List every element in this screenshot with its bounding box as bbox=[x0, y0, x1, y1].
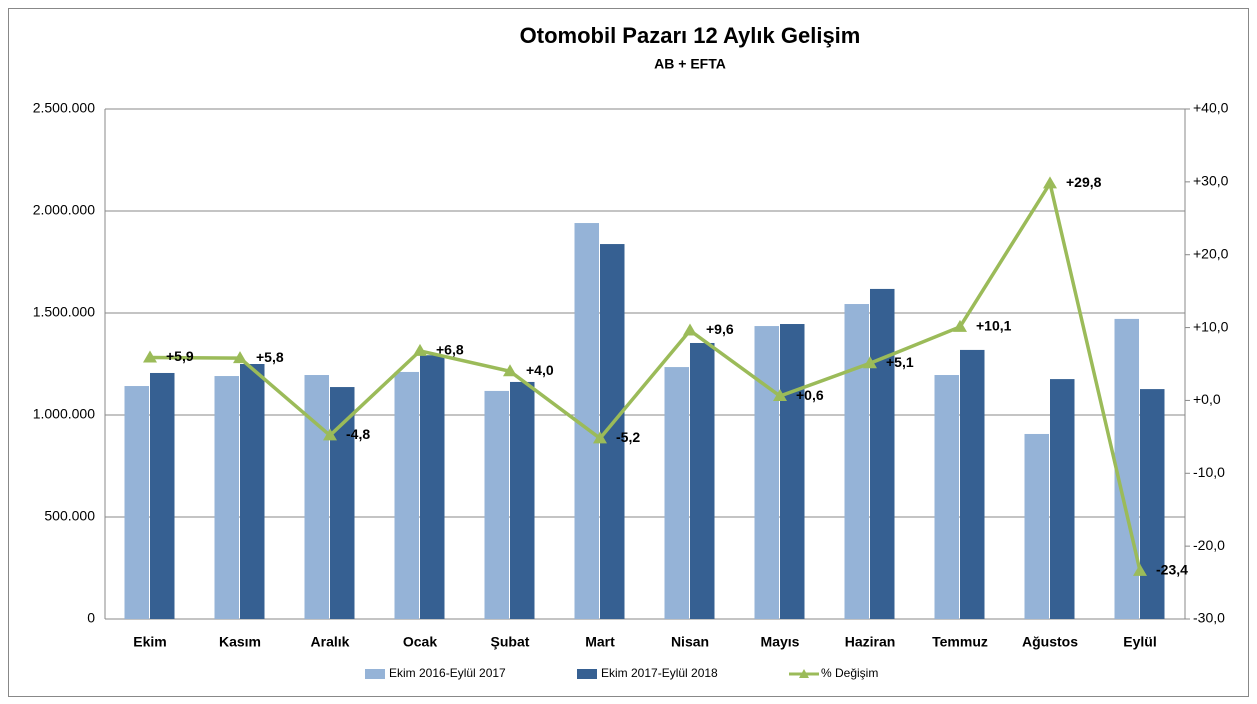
data-label: -23,4 bbox=[1156, 562, 1188, 578]
marker bbox=[143, 350, 157, 363]
data-label: -4,8 bbox=[346, 426, 370, 442]
x-tick-label: Mayıs bbox=[761, 634, 800, 650]
y-tick-label: 0 bbox=[87, 610, 95, 626]
legend-label: % Değişim bbox=[821, 666, 878, 680]
bar bbox=[690, 342, 715, 619]
legend-swatch bbox=[365, 669, 385, 679]
x-tick-label: Haziran bbox=[845, 634, 896, 650]
data-label: +29,8 bbox=[1066, 174, 1102, 190]
legend-swatch bbox=[799, 669, 809, 678]
chart-title: Otomobil Pazarı 12 Aylık Gelişim bbox=[520, 23, 861, 48]
x-tick-label: Aralık bbox=[311, 634, 350, 650]
bar bbox=[510, 381, 535, 619]
data-label: +6,8 bbox=[436, 342, 464, 358]
legend-label: Ekim 2017-Eylül 2018 bbox=[601, 666, 718, 680]
data-label: +5,8 bbox=[256, 349, 284, 365]
x-tick-label: Ekim bbox=[133, 634, 166, 650]
bar bbox=[870, 288, 895, 619]
bar bbox=[780, 324, 805, 619]
marker bbox=[683, 323, 697, 336]
bar bbox=[150, 372, 175, 619]
marker bbox=[323, 428, 337, 441]
data-label: +9,6 bbox=[706, 321, 734, 337]
marker bbox=[233, 351, 247, 364]
bar bbox=[934, 375, 959, 619]
marker bbox=[953, 319, 967, 332]
x-tick-label: Nisan bbox=[671, 634, 709, 650]
bar bbox=[844, 304, 869, 619]
marker bbox=[863, 356, 877, 369]
marker bbox=[503, 364, 517, 377]
bar bbox=[304, 375, 329, 619]
bar bbox=[754, 326, 779, 619]
bar bbox=[124, 386, 149, 619]
legend-label: Ekim 2016-Eylül 2017 bbox=[389, 666, 506, 680]
x-tick-label: Mart bbox=[585, 634, 615, 650]
y2-tick-label: -30,0 bbox=[1193, 610, 1225, 626]
y-tick-label: 1.000.000 bbox=[33, 406, 95, 422]
data-label: +4,0 bbox=[526, 362, 554, 378]
bar bbox=[1024, 433, 1049, 619]
data-label: +10,1 bbox=[976, 318, 1012, 334]
y2-tick-label: +20,0 bbox=[1193, 245, 1229, 261]
bar bbox=[1114, 318, 1139, 619]
bar bbox=[214, 376, 239, 619]
bar bbox=[240, 364, 265, 619]
x-tick-label: Kasım bbox=[219, 634, 261, 650]
marker bbox=[773, 389, 787, 402]
y-tick-label: 2.500.000 bbox=[33, 100, 95, 116]
data-label: -5,2 bbox=[616, 429, 640, 445]
y-tick-label: 1.500.000 bbox=[33, 304, 95, 320]
line bbox=[149, 178, 1142, 572]
y2-tick-label: +40,0 bbox=[1193, 100, 1229, 116]
bar bbox=[394, 371, 419, 619]
marker bbox=[1133, 563, 1147, 576]
bar bbox=[664, 367, 689, 619]
chart-subtitle: AB + EFTA bbox=[654, 56, 726, 72]
x-tick-label: Şubat bbox=[491, 634, 530, 650]
y2-tick-label: -10,0 bbox=[1193, 464, 1225, 480]
bar bbox=[484, 390, 509, 619]
x-tick-label: Temmuz bbox=[932, 634, 988, 650]
data-label: +0,6 bbox=[796, 387, 824, 403]
y2-tick-label: +0,0 bbox=[1193, 391, 1221, 407]
bar bbox=[1050, 379, 1075, 619]
data-label: +5,9 bbox=[166, 348, 194, 364]
x-tick-label: Ağustos bbox=[1022, 634, 1078, 650]
marker bbox=[413, 343, 427, 356]
marker bbox=[593, 431, 607, 444]
y2-tick-label: +30,0 bbox=[1193, 173, 1229, 189]
marker bbox=[1043, 176, 1057, 189]
x-tick-label: Eylül bbox=[1123, 634, 1156, 650]
x-tick-label: Ocak bbox=[403, 634, 437, 650]
y-tick-label: 2.000.000 bbox=[33, 202, 95, 218]
bar bbox=[1140, 389, 1165, 619]
y2-tick-label: -20,0 bbox=[1193, 537, 1225, 553]
bar bbox=[960, 349, 985, 619]
data-label: +5,1 bbox=[886, 354, 914, 370]
bar bbox=[420, 355, 445, 619]
y2-tick-label: +10,0 bbox=[1193, 318, 1229, 334]
legend-swatch bbox=[577, 669, 597, 679]
y-tick-label: 500.000 bbox=[44, 508, 95, 524]
